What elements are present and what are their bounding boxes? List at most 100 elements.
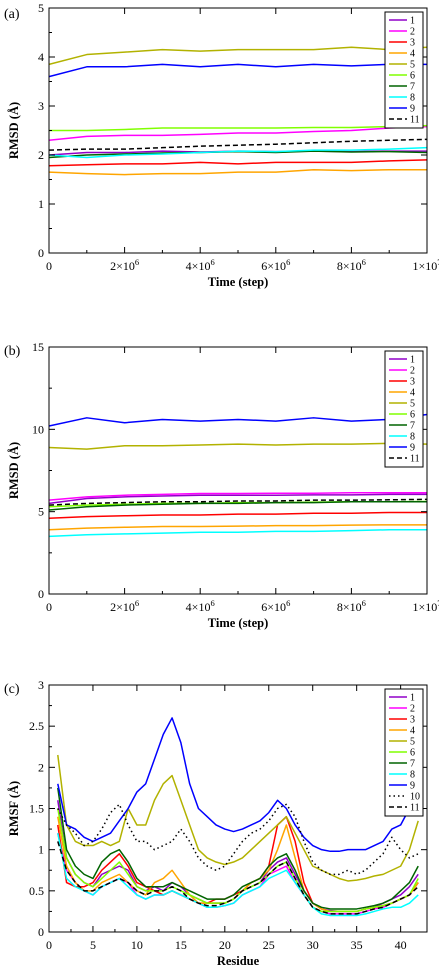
plot-frame [48, 346, 428, 595]
series-line-11 [48, 498, 428, 506]
series-line-8 [57, 833, 419, 917]
series-line-7 [48, 501, 427, 511]
series-line-6 [57, 808, 419, 913]
legend-label-11: 11 [410, 115, 420, 126]
legend-label-4: 4 [410, 726, 415, 737]
legend-label-8: 8 [410, 93, 415, 104]
legend-label-10: 10 [410, 792, 420, 803]
legend-label-9: 9 [410, 104, 415, 115]
legend-label-11: 11 [410, 454, 420, 465]
y-tick-label: 5 [38, 505, 44, 519]
series-line-1 [48, 493, 427, 505]
y-tick-label: 4 [38, 50, 44, 64]
series-line-2 [48, 125, 428, 142]
series-line-5 [48, 46, 428, 66]
series-line-8 [48, 146, 428, 159]
legend-label-6: 6 [410, 71, 415, 82]
legend-label-6: 6 [410, 410, 415, 421]
legend-label-2: 2 [410, 704, 415, 715]
chart-panel-3: 0 5 10 15 20 25 30 35 4000.511.522.53ResidueRMSF… [4, 678, 428, 968]
x-tick-label: 8×106 [337, 598, 366, 614]
y-tick-label: 2 [38, 760, 44, 774]
legend-label-8: 8 [410, 432, 415, 443]
y-tick-label: 10 [32, 422, 44, 436]
legend-label-8: 8 [410, 770, 415, 781]
panel-label: (c) [4, 682, 20, 697]
series-line-2 [48, 491, 427, 501]
legend-box [384, 350, 424, 468]
series-line-11 [57, 841, 419, 915]
series-line-4 [48, 168, 427, 176]
y-axis-label: RMSD (Å) [7, 442, 21, 499]
y-tick-label: 0 [38, 587, 44, 601]
x-tick-label: 2×106 [110, 598, 139, 614]
legend-label-3: 3 [410, 377, 415, 388]
y-tick-label: 15 [32, 340, 44, 354]
legend-label-5: 5 [410, 399, 415, 410]
y-axis-label: RMSD (Å) [7, 102, 21, 159]
legend-label-3: 3 [410, 38, 415, 49]
x-tick-label: 2×106 [110, 257, 139, 273]
legend-label-9: 9 [410, 781, 415, 792]
legend-label-1: 1 [410, 693, 415, 704]
x-tick-label: 5 [90, 938, 96, 952]
series-line-6 [49, 124, 428, 132]
y-tick-label: 0 [38, 246, 44, 260]
legend-label-4: 4 [410, 49, 415, 60]
legend-label-7: 7 [410, 759, 415, 770]
legend-label-5: 5 [410, 737, 415, 748]
legend-label-9: 9 [410, 443, 415, 454]
y-tick-label: 3 [38, 99, 44, 113]
series-line-9 [48, 63, 427, 78]
x-tick-label: 40 [395, 938, 407, 952]
x-axis-label: Residue [217, 954, 260, 968]
legend-label-7: 7 [410, 421, 415, 432]
x-tick-label: 25 [263, 938, 275, 952]
series-line-10 [57, 803, 419, 876]
series-line-4 [48, 524, 427, 531]
panel-label: (b) [4, 344, 21, 359]
series-line-11 [48, 138, 428, 151]
series-line-9 [48, 413, 428, 427]
legend-label-2: 2 [410, 366, 415, 377]
y-tick-label: 1 [38, 843, 44, 857]
x-tick-label: 6×106 [261, 257, 290, 273]
series-line-8 [48, 529, 427, 538]
y-tick-label: 1.5 [29, 802, 44, 816]
x-tick-label: 15 [175, 938, 187, 952]
y-tick-label: 0 [38, 925, 44, 939]
series-line-3 [48, 159, 428, 167]
legend-label-11: 11 [410, 803, 420, 814]
x-tick-label: 10 [131, 938, 143, 952]
x-axis-label: Time (step) [208, 616, 269, 630]
legend-label-7: 7 [410, 82, 415, 93]
x-tick-label: 30 [307, 938, 319, 952]
x-tick-label: 35 [351, 938, 363, 952]
x-tick-label: 1×107 [412, 257, 439, 273]
series-line-9 [57, 717, 419, 853]
y-tick-label: 0.5 [29, 884, 44, 898]
x-tick-label: 0 [46, 259, 52, 273]
panel-label: (a) [4, 7, 20, 22]
series-line-7 [57, 787, 419, 910]
y-tick-label: 2 [38, 148, 44, 162]
series-line-5 [48, 442, 428, 450]
y-axis-label: RMSF (Å) [7, 781, 21, 836]
legend-label-3: 3 [410, 715, 415, 726]
x-tick-label: 0 [46, 600, 52, 614]
y-tick-label: 5 [38, 1, 44, 15]
x-tick-label: 8×106 [337, 257, 366, 273]
legend-label-5: 5 [410, 60, 415, 71]
x-tick-label: 4×106 [186, 257, 215, 273]
legend-label-1: 1 [410, 16, 415, 27]
x-tick-label: 4×106 [186, 598, 215, 614]
x-axis-label: Time (step) [208, 275, 269, 289]
y-tick-label: 3 [38, 678, 44, 692]
legend-label-1: 1 [410, 355, 415, 366]
legend-box [384, 11, 424, 129]
